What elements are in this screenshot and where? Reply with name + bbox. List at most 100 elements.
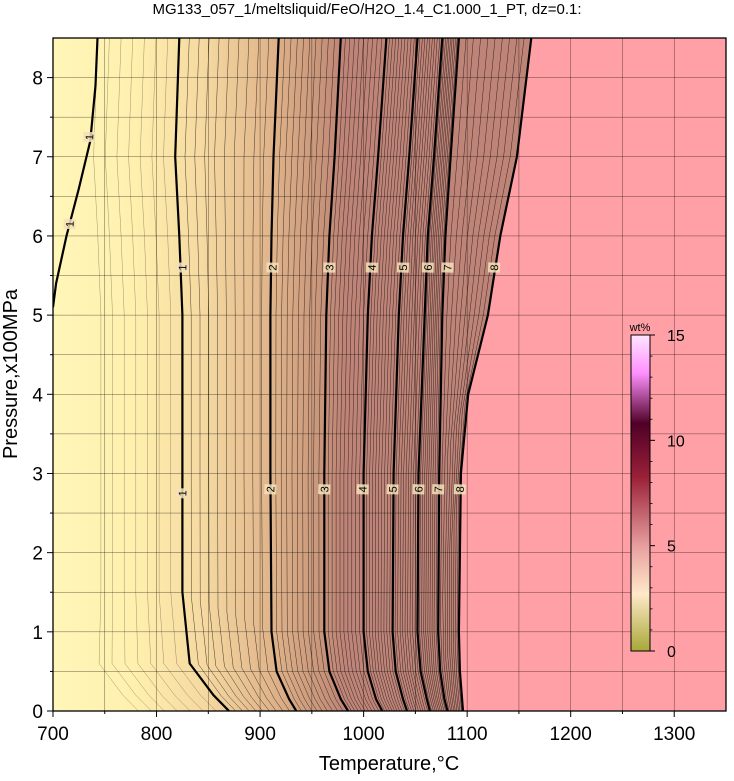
contour-label: 6 (412, 484, 426, 495)
x-tick-label: 1200 (550, 724, 592, 745)
colorbar-ramp (630, 334, 651, 652)
plot-background-low (53, 38, 532, 711)
contour-label: 8 (487, 262, 501, 273)
thin-contour (447, 38, 489, 711)
thin-contour (456, 38, 525, 711)
contour-label-bg (266, 262, 279, 273)
contour-label: 1 (176, 488, 190, 499)
contour-label-bg (176, 488, 189, 499)
contour-label-bg (176, 262, 189, 273)
contour-label: 2 (264, 484, 278, 495)
contour-label: 1 (63, 218, 77, 230)
y-tick-label: 7 (32, 148, 43, 169)
contour-label-bg (421, 262, 434, 273)
contour-label-text: 4 (367, 264, 379, 271)
y-tick-label: 5 (32, 306, 43, 327)
contour-line-4 (362, 38, 388, 711)
contour-label: 3 (318, 484, 331, 495)
contour-label-text: 1 (177, 490, 189, 497)
contour-label-text: 1 (64, 221, 76, 228)
colorbar-ticks: 0 5 10 15 (650, 328, 685, 661)
x-tick-label: 900 (244, 724, 276, 745)
colorbar: wt% 0 5 10 15 (629, 322, 685, 661)
x-tick-label: 1000 (342, 724, 384, 745)
contour-label: 2 (266, 262, 280, 273)
x-tick-label: 800 (141, 724, 173, 745)
y-tick-label: 8 (32, 69, 43, 90)
y-tick-label: 6 (32, 227, 43, 248)
y-tick-label: 0 (32, 702, 43, 723)
y-tick-label: 2 (32, 544, 43, 565)
colorbar-tick-label: 15 (667, 328, 685, 345)
thin-contour (454, 38, 518, 711)
contour-line-3 (323, 38, 350, 711)
x-tick-label: 1300 (653, 724, 695, 745)
contour-label: 5 (386, 484, 400, 495)
contour-label: 1 (83, 131, 96, 143)
contour-label: 6 (421, 262, 435, 273)
contour-label-bg (412, 484, 425, 495)
contour-label-text: 2 (267, 264, 279, 271)
x-tick-label: 1100 (447, 724, 488, 745)
colorbar-tick-label: 5 (667, 539, 676, 556)
contour-label-text: 6 (413, 486, 425, 493)
contour-label-bg (487, 262, 501, 273)
y-tick-label: 1 (32, 623, 43, 644)
contour-label: 4 (365, 262, 379, 273)
y-tick-label: 3 (32, 464, 43, 485)
contour-label-bg (323, 262, 336, 273)
contour-label-bg (441, 262, 454, 273)
contour-label-text: 6 (423, 264, 435, 271)
x-axis-ticks: 700 800 900 1000 1100 1200 1300 (37, 711, 695, 745)
contour-label: 7 (441, 262, 455, 273)
contour-label: 4 (356, 484, 370, 495)
y-tick-label: 4 (32, 385, 43, 406)
contour-label-bg (432, 484, 445, 495)
plot-frame (52, 37, 727, 712)
contour-label-bg (63, 218, 76, 230)
thin-contour (451, 38, 503, 711)
thin-contour (440, 38, 467, 711)
contour-label-bg (396, 262, 410, 273)
contour-label-bg (356, 484, 369, 495)
contour-label-text: 8 (455, 486, 467, 493)
contour-label: 3 (323, 262, 337, 273)
contour-label-bg (386, 484, 399, 495)
chart-title: MG133_057_1/meltsliquid/FeO/H2O_1.4_C1.0… (152, 1, 581, 18)
contour-label-bg (83, 131, 96, 143)
y-axis-label: Pressure,x100MPa (0, 288, 22, 459)
contour-label-bg (453, 484, 467, 495)
grid-lines (53, 38, 726, 711)
thin-contour (444, 38, 481, 711)
y-axis-ticks: 0 1 2 3 4 5 6 7 8 (32, 69, 53, 723)
contour-label-text: 7 (442, 264, 454, 271)
thin-contour (453, 38, 510, 711)
contour-label-text: 4 (357, 486, 369, 493)
contour-label-text: 3 (324, 264, 336, 271)
contour-line-1 (174, 38, 230, 711)
contour-label-text: 3 (319, 486, 331, 493)
thin-contour (442, 38, 474, 711)
contour-label-text: 5 (387, 486, 399, 493)
colorbar-label: wt% (629, 322, 651, 334)
contour-label-bg (365, 262, 379, 273)
contour-line-2 (269, 38, 298, 711)
contour-line-8 (457, 38, 533, 711)
x-tick-label: 700 (37, 724, 69, 745)
contour-line-5 (391, 38, 419, 711)
colorbar-tick-label: 0 (667, 644, 676, 661)
x-axis-label: Temperature,°C (319, 753, 459, 775)
contour-label-bg (264, 484, 277, 495)
labeled-contour-lines (53, 38, 533, 711)
contour-label-text: 8 (489, 264, 501, 271)
contour-label: 5 (396, 262, 410, 273)
contour-line-6 (416, 38, 444, 711)
colorbar-tick-label: 10 (667, 433, 685, 450)
contour-line-7 (437, 38, 460, 711)
contour-label-text: 7 (433, 486, 445, 493)
contour-label-text: 2 (265, 486, 277, 493)
contour-label-bg (318, 484, 331, 495)
